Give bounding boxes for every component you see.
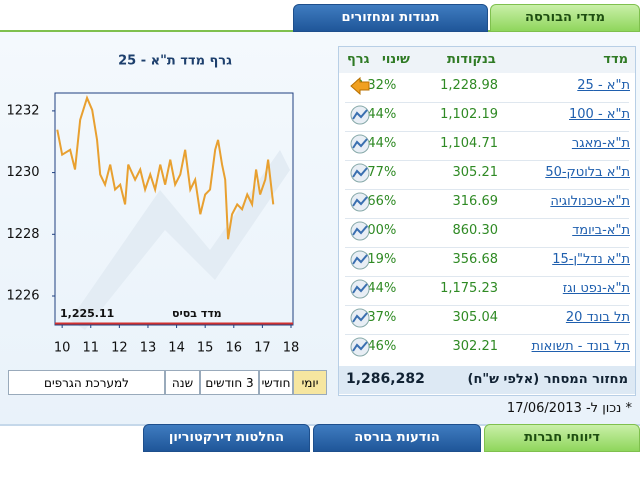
y-tick-label: 1230 — [6, 165, 39, 180]
turnover-value: 1,286,282 — [346, 371, 425, 387]
tab[interactable]: תנודות ומחזורים — [293, 4, 488, 32]
x-tick-label: 17 — [254, 341, 271, 356]
graph-icon[interactable] — [349, 337, 371, 357]
graph-icon[interactable] — [349, 76, 371, 96]
y-tick-label: 1228 — [6, 227, 39, 242]
y-tick-label: 1226 — [6, 289, 39, 304]
x-tick-label: 15 — [197, 341, 214, 356]
x-tick-label: 16 — [226, 341, 243, 356]
column-header: מדד — [603, 52, 628, 67]
period-button[interactable]: שנה — [165, 370, 200, 395]
icon-line — [352, 167, 368, 178]
column-header: גרף — [347, 52, 370, 67]
index-name[interactable]: תל בונד 20 — [565, 310, 630, 325]
index-name[interactable]: ת"א-מאגר — [571, 136, 630, 151]
index-name[interactable]: ת"א-ביומד — [572, 223, 630, 238]
period-button[interactable]: למערכת הגרפים — [8, 370, 165, 395]
index-points: 1,228.98 — [440, 78, 498, 93]
x-tick-label: 12 — [111, 341, 128, 356]
row-divider — [345, 102, 629, 103]
icon-line — [352, 225, 368, 236]
tab[interactable]: החלטות דירקטוריון — [143, 424, 310, 452]
x-tick-label: 11 — [82, 341, 99, 356]
index-points: 305.04 — [452, 310, 499, 325]
graph-icon[interactable] — [349, 279, 371, 299]
icon-line — [352, 138, 368, 149]
graph-icon[interactable] — [349, 105, 371, 125]
y-tick-label: 1232 — [6, 103, 39, 118]
graph-icon[interactable] — [349, 250, 371, 270]
column-header: שינוי — [382, 52, 410, 67]
graph-icon[interactable] — [349, 134, 371, 154]
row-divider — [345, 131, 629, 132]
column-header: בנקודות — [447, 52, 496, 67]
index-name[interactable]: ת"א נדל"ן-15 — [552, 252, 630, 267]
arrow — [350, 76, 370, 96]
x-tick-label: 13 — [140, 341, 157, 356]
table-box — [338, 46, 636, 396]
index-name[interactable]: ת"א-נפט וגז — [562, 281, 630, 296]
turnover-label: מחזור המסחר (אלפי ש"ח) — [467, 372, 629, 387]
row-divider — [345, 189, 629, 190]
row-divider — [345, 334, 629, 335]
chart-title: גרף מדד ת"א - 25 — [118, 54, 232, 69]
index-points: 860.30 — [452, 223, 499, 238]
graph-icon[interactable] — [349, 221, 371, 241]
period-button[interactable]: חודשי — [259, 370, 293, 395]
chart: 1226 1228 1230 1232 10 11 12 13 14 15 16 17 18 1,225.… — [6, 54, 300, 356]
icon-line — [352, 283, 368, 294]
row-divider — [345, 160, 629, 161]
base-label: מדד בסיס — [172, 307, 222, 320]
tab[interactable]: דיווחי חברות — [484, 424, 640, 452]
table-header — [339, 47, 635, 73]
period-button[interactable]: יומי — [293, 370, 327, 395]
base-value: 1,225.11 — [60, 307, 114, 320]
index-points: 1,102.19 — [440, 107, 498, 122]
index-points: 316.69 — [452, 194, 499, 209]
icon-line — [352, 312, 368, 323]
graph-icon[interactable] — [349, 163, 371, 183]
icon-line — [352, 254, 368, 265]
x-tick-label: 10 — [54, 341, 71, 356]
note: * נכון ל- 17/06/2013 — [506, 401, 632, 416]
tab[interactable]: מדדי הבורסה — [490, 4, 640, 32]
watermark — [70, 150, 290, 330]
index-points: 1,175.23 — [440, 281, 498, 296]
row-divider — [345, 305, 629, 306]
icon-line — [352, 341, 368, 352]
turnover-row — [339, 366, 635, 394]
graph-icon[interactable] — [349, 308, 371, 328]
graph-icon[interactable] — [349, 192, 371, 212]
index-name[interactable]: ת"א-טכנולוגיה — [550, 194, 630, 209]
row-divider — [345, 276, 629, 277]
index-points: 1,104.71 — [440, 136, 498, 151]
index-name[interactable]: תל בונד - תשואות — [531, 339, 630, 354]
index-points: 302.21 — [452, 339, 499, 354]
period-button[interactable]: 3 חודשים — [200, 370, 259, 395]
index-name[interactable]: ת"א בלוטק-50 — [545, 165, 630, 180]
x-tick-label: 18 — [283, 341, 300, 356]
x-tick-label: 14 — [168, 341, 185, 356]
plot-frame — [54, 92, 294, 326]
index-points: 356.68 — [452, 252, 499, 267]
index-name[interactable]: ת"א - 100 — [569, 107, 630, 122]
index-points: 305.21 — [452, 165, 499, 180]
icon-line — [352, 109, 368, 120]
row-divider — [345, 218, 629, 219]
index-name[interactable]: ת"א - 25 — [577, 78, 630, 93]
icon-line — [352, 196, 368, 207]
tab[interactable]: הודעות בורסה — [313, 424, 481, 452]
row-divider — [345, 247, 629, 248]
price-line — [56, 95, 275, 240]
